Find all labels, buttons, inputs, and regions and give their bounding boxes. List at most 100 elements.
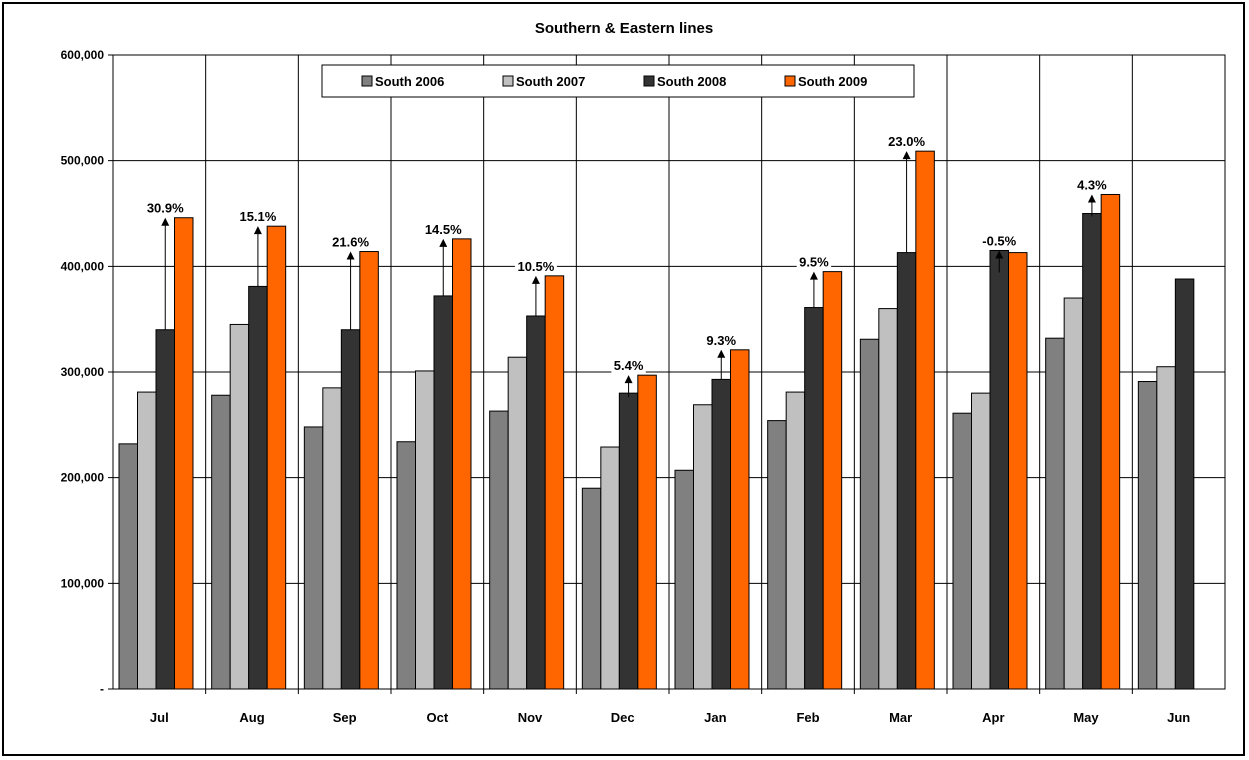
bar bbox=[155, 329, 175, 690]
growth-arrow-head bbox=[161, 217, 170, 226]
bar bbox=[896, 252, 917, 690]
legend-box bbox=[321, 64, 915, 98]
chart-title: Southern & Eastern lines bbox=[535, 20, 713, 37]
bar bbox=[229, 323, 250, 690]
bar bbox=[544, 275, 565, 690]
y-tick-label: 400,000 bbox=[61, 259, 105, 273]
x-tick-label: Mar bbox=[889, 710, 912, 725]
x-tick-label: Dec bbox=[611, 710, 635, 725]
growth-label-bg bbox=[1074, 176, 1110, 193]
legend-label: South 2009 bbox=[798, 74, 867, 89]
growth-label: 30.9% bbox=[147, 201, 184, 216]
x-tick-label: Jun bbox=[1167, 710, 1190, 725]
bar bbox=[1082, 213, 1102, 690]
legend-label: South 2006 bbox=[375, 74, 444, 89]
bar bbox=[581, 487, 602, 690]
growth-label-bg bbox=[796, 253, 832, 270]
bar bbox=[303, 426, 324, 690]
growth-label-bg bbox=[236, 208, 279, 225]
y-tick-label: 600,000 bbox=[61, 48, 105, 62]
bar bbox=[1063, 297, 1084, 690]
bar bbox=[822, 271, 843, 690]
bar bbox=[1100, 193, 1121, 690]
growth-label: 5.4% bbox=[614, 358, 644, 373]
growth-arrow-head bbox=[253, 226, 262, 235]
growth-label: 4.3% bbox=[1077, 177, 1107, 192]
bar bbox=[693, 404, 713, 690]
bar bbox=[971, 392, 991, 690]
growth-label: -0.5% bbox=[982, 233, 1016, 248]
legend-swatch bbox=[361, 75, 373, 87]
legend-label: South 2007 bbox=[516, 74, 585, 89]
growth-arrow-head bbox=[1087, 194, 1096, 203]
growth-label-bg bbox=[978, 232, 1021, 249]
bar bbox=[526, 315, 546, 690]
bar bbox=[396, 441, 416, 690]
bar bbox=[489, 410, 509, 690]
bar bbox=[600, 446, 620, 690]
y-tick-label: 200,000 bbox=[61, 471, 105, 485]
x-tick-label: May bbox=[1073, 710, 1099, 725]
bar bbox=[1045, 337, 1065, 690]
legend-swatch bbox=[643, 75, 655, 87]
legend-swatch bbox=[502, 75, 514, 87]
bar bbox=[711, 378, 731, 690]
bar bbox=[674, 469, 694, 690]
growth-arrow-head bbox=[717, 349, 726, 358]
growth-label-bg bbox=[704, 331, 739, 348]
x-tick-label: Sep bbox=[333, 710, 357, 725]
bar bbox=[415, 370, 435, 690]
growth-label-bg bbox=[329, 233, 372, 250]
y-tick-label: 300,000 bbox=[61, 365, 105, 379]
x-tick-label: Feb bbox=[796, 710, 819, 725]
x-tick-label: Nov bbox=[518, 710, 543, 725]
growth-label: 9.3% bbox=[706, 333, 736, 348]
bar bbox=[730, 349, 750, 690]
bar bbox=[1008, 252, 1028, 690]
growth-label: 10.5% bbox=[517, 259, 554, 274]
bar bbox=[452, 238, 472, 690]
y-tick-label: 500,000 bbox=[61, 154, 105, 168]
bar bbox=[359, 251, 379, 690]
legend: South 2006 South 2007 South 2008 South 2009 bbox=[321, 64, 915, 98]
growth-label: 23.0% bbox=[888, 134, 925, 149]
bar bbox=[1137, 381, 1158, 690]
bar bbox=[174, 217, 194, 690]
growth-label: 14.5% bbox=[425, 222, 462, 237]
bar bbox=[989, 249, 1009, 690]
legend-label: South 2008 bbox=[657, 74, 726, 89]
growth-label-bg bbox=[611, 357, 646, 374]
growth-label-bg bbox=[514, 257, 557, 274]
y-tick-label: 100,000 bbox=[61, 576, 105, 590]
bar bbox=[266, 225, 287, 690]
bar bbox=[507, 356, 528, 690]
bar bbox=[1174, 278, 1195, 690]
bar bbox=[878, 308, 898, 690]
x-tick-label: Apr bbox=[982, 710, 1004, 725]
growth-arrow-head bbox=[624, 375, 633, 384]
bar bbox=[618, 392, 639, 690]
bar bbox=[340, 329, 361, 690]
bar bbox=[248, 285, 268, 690]
bar bbox=[767, 420, 787, 690]
growth-label-bg bbox=[885, 133, 928, 150]
growth-arrow-head bbox=[995, 250, 1004, 259]
bar bbox=[433, 295, 453, 690]
growth-label-bg bbox=[144, 199, 187, 216]
bar bbox=[804, 307, 824, 690]
bar bbox=[637, 374, 657, 690]
gridlines bbox=[108, 54, 1226, 694]
growth-label-bg bbox=[422, 220, 465, 237]
bar bbox=[322, 387, 342, 690]
growth-label: 21.6% bbox=[332, 235, 369, 250]
growth-arrow-head bbox=[809, 271, 818, 280]
x-tick-label: Oct bbox=[426, 710, 448, 725]
axes: - 100,000 200,000 300,000 400,000 500,000 600,… bbox=[61, 48, 1191, 725]
growth-arrow-head bbox=[902, 151, 911, 160]
growth-label: 15.1% bbox=[239, 209, 276, 224]
bar bbox=[859, 338, 880, 690]
growth-arrow-head bbox=[346, 251, 355, 260]
bar bbox=[785, 391, 806, 690]
bar bbox=[952, 412, 972, 690]
